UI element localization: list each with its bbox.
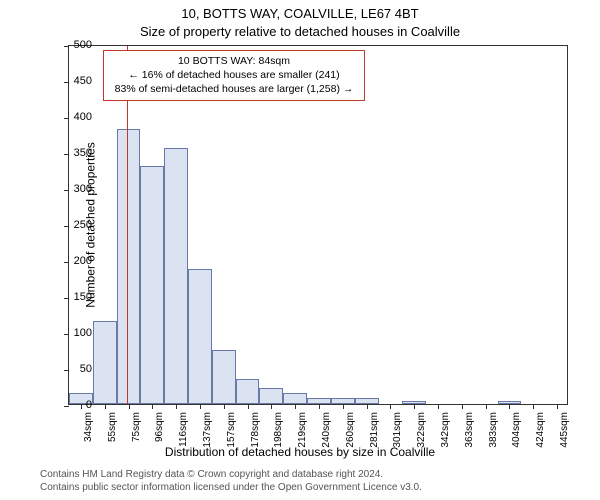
y-tick-label: 250	[74, 219, 92, 231]
histogram-bar	[140, 166, 164, 404]
x-tick-label: 281sqm	[369, 412, 380, 448]
y-tick-label: 500	[74, 39, 92, 51]
x-tick-label: 55sqm	[107, 412, 118, 442]
x-tick-label: 116sqm	[178, 412, 189, 447]
y-tick	[64, 262, 69, 263]
x-tick-label: 219sqm	[297, 412, 308, 448]
y-tick-label: 100	[74, 327, 92, 339]
footer-line-2: Contains public sector information licen…	[40, 482, 422, 495]
footer-licence: Contains HM Land Registry data © Crown c…	[40, 469, 422, 494]
y-tick	[64, 298, 69, 299]
x-tick-label: 445sqm	[559, 412, 570, 448]
x-tick-label: 363sqm	[464, 412, 475, 448]
x-tick-label: 157sqm	[226, 412, 237, 448]
y-tick-label: 50	[80, 363, 92, 375]
y-tick-label: 150	[74, 291, 92, 303]
chart-subtitle: Size of property relative to detached ho…	[0, 24, 600, 39]
annot-line-1: 10 BOTTS WAY: 84sqm	[110, 54, 358, 68]
x-tick	[176, 404, 177, 409]
x-tick	[390, 404, 391, 409]
x-tick	[557, 404, 558, 409]
x-tick	[462, 404, 463, 409]
x-tick-label: 424sqm	[535, 412, 546, 448]
x-tick-label: 301sqm	[392, 412, 403, 448]
y-tick	[64, 370, 69, 371]
histogram-bar	[283, 393, 307, 404]
histogram-bar	[259, 388, 283, 404]
x-tick	[248, 404, 249, 409]
y-tick	[64, 154, 69, 155]
x-tick-label: 137sqm	[202, 412, 213, 448]
y-tick	[64, 334, 69, 335]
x-tick	[438, 404, 439, 409]
annotation-box: 10 BOTTS WAY: 84sqm← 16% of detached hou…	[103, 50, 365, 101]
x-tick-label: 34sqm	[83, 412, 94, 442]
x-tick-label: 240sqm	[321, 412, 332, 448]
x-tick-label: 198sqm	[273, 412, 284, 448]
y-tick	[64, 406, 69, 407]
histogram-bar	[93, 321, 117, 404]
x-tick	[486, 404, 487, 409]
y-tick	[64, 190, 69, 191]
x-tick	[224, 404, 225, 409]
footer-line-1: Contains HM Land Registry data © Crown c…	[40, 469, 422, 482]
y-tick-label: 450	[74, 75, 92, 87]
x-tick	[414, 404, 415, 409]
x-tick	[152, 404, 153, 409]
histogram-bar	[164, 148, 188, 404]
x-tick-label: 178sqm	[250, 412, 261, 448]
y-tick-label: 400	[74, 111, 92, 123]
y-tick-label: 200	[74, 255, 92, 267]
x-tick-label: 383sqm	[488, 412, 499, 448]
x-tick-label: 260sqm	[345, 412, 356, 448]
x-tick	[533, 404, 534, 409]
x-tick	[509, 404, 510, 409]
x-tick-label: 342sqm	[440, 412, 451, 448]
y-tick	[64, 226, 69, 227]
annot-line-3: 83% of semi-detached houses are larger (…	[110, 82, 358, 96]
x-tick	[271, 404, 272, 409]
x-tick	[295, 404, 296, 409]
x-tick	[81, 404, 82, 409]
y-tick-label: 300	[74, 183, 92, 195]
x-tick	[343, 404, 344, 409]
y-tick	[64, 118, 69, 119]
x-tick-label: 96sqm	[154, 412, 165, 442]
y-tick-label: 0	[86, 399, 92, 411]
annot-line-2: ← 16% of detached houses are smaller (24…	[110, 68, 358, 82]
histogram-bar	[188, 269, 212, 404]
x-tick-label: 322sqm	[416, 412, 427, 448]
y-tick-label: 350	[74, 147, 92, 159]
x-tick	[200, 404, 201, 409]
histogram-bar	[236, 379, 260, 404]
x-tick	[319, 404, 320, 409]
histogram-bar	[212, 350, 236, 404]
x-tick	[129, 404, 130, 409]
address-title: 10, BOTTS WAY, COALVILLE, LE67 4BT	[0, 6, 600, 21]
x-tick	[105, 404, 106, 409]
x-tick	[367, 404, 368, 409]
y-tick	[64, 46, 69, 47]
y-tick	[64, 82, 69, 83]
x-tick-label: 404sqm	[511, 412, 522, 448]
x-tick-label: 75sqm	[131, 412, 142, 442]
histogram-bar	[117, 129, 141, 404]
